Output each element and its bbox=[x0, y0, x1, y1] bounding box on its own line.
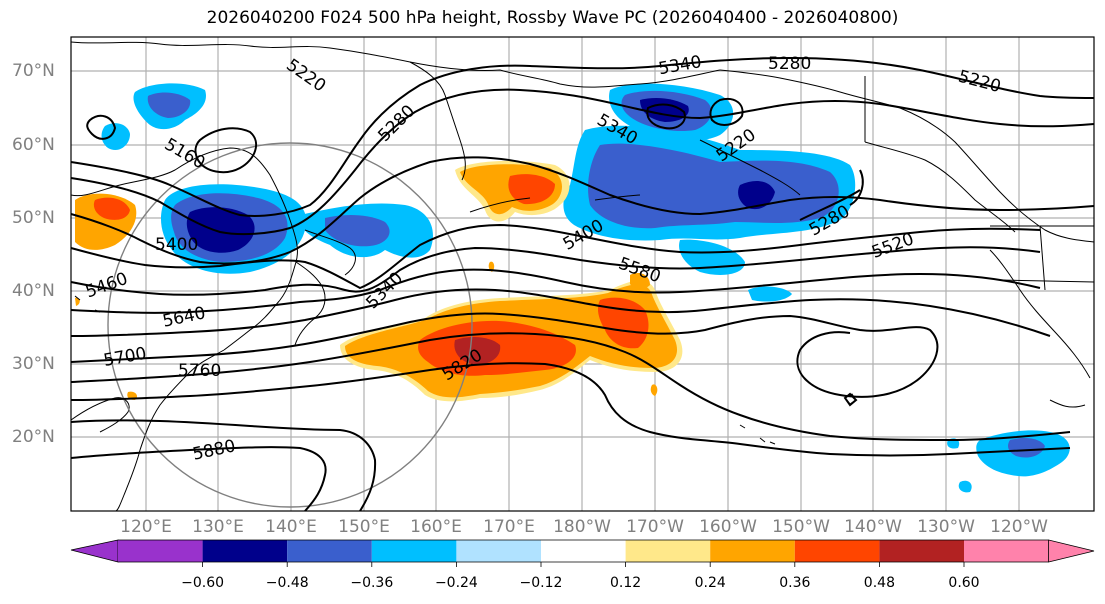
lon-label-160e: 160°E bbox=[410, 517, 462, 537]
colorbar-cell bbox=[118, 540, 203, 562]
colorbar-tick-label: 0.12 bbox=[610, 575, 642, 591]
colorbar-cell bbox=[371, 540, 457, 562]
lon-label-160w: 160°W bbox=[699, 517, 757, 537]
lon-label-140e: 140°E bbox=[265, 517, 317, 537]
colorbar bbox=[70, 539, 1095, 567]
colorbar-tick-label: 0.36 bbox=[779, 575, 811, 591]
map-frame bbox=[70, 36, 1095, 512]
lon-label-150e: 150°E bbox=[338, 517, 390, 537]
colorbar-tick-label: 0.60 bbox=[948, 575, 980, 591]
lat-label-60n: 60°N bbox=[12, 135, 55, 155]
colorbar-tick-label: 0.48 bbox=[863, 575, 895, 591]
colorbar-cell bbox=[287, 540, 372, 562]
lon-label-130w: 130°W bbox=[917, 517, 975, 537]
colorbar-tick-label: −0.36 bbox=[350, 575, 394, 591]
colorbar-cell bbox=[710, 540, 795, 562]
colorbar-tick-label: −0.24 bbox=[434, 575, 478, 591]
colorbar-tick-label: −0.48 bbox=[265, 575, 309, 591]
colorbar-extend-high bbox=[1048, 539, 1095, 563]
colorbar-cell bbox=[202, 540, 288, 562]
colorbar-cell bbox=[456, 540, 541, 562]
colorbar-tick-label: 0.24 bbox=[694, 575, 726, 591]
lat-label-70n: 70°N bbox=[12, 61, 55, 81]
lon-label-120e: 120°E bbox=[120, 517, 172, 537]
lon-label-120w: 120°W bbox=[990, 517, 1048, 537]
region-circle bbox=[107, 142, 473, 508]
lon-label-180w: 180°W bbox=[553, 517, 611, 537]
lat-label-40n: 40°N bbox=[12, 281, 55, 301]
lon-label-170e: 170°E bbox=[483, 517, 535, 537]
lon-label-150w: 150°W bbox=[772, 517, 830, 537]
map-title: 2026040200 F024 500 hPa height, Rossby W… bbox=[206, 8, 899, 28]
colorbar-tick-label: −0.60 bbox=[181, 575, 225, 591]
lon-label-130e: 130°E bbox=[192, 517, 244, 537]
lon-label-170w: 170°W bbox=[626, 517, 684, 537]
coastlines bbox=[70, 41, 1095, 512]
colorbar-tick-label: −0.12 bbox=[519, 575, 563, 591]
lon-label-140w: 140°W bbox=[844, 517, 902, 537]
positive-anomaly-shading bbox=[75, 160, 683, 402]
colorbar-cell bbox=[964, 540, 1049, 562]
lat-label-20n: 20°N bbox=[12, 427, 55, 447]
contour-label: 5400 bbox=[155, 235, 198, 255]
colorbar-cell bbox=[541, 540, 626, 562]
colorbar-cell bbox=[625, 540, 711, 562]
contour-label: 5760 bbox=[178, 361, 221, 381]
colorbar-extend-low bbox=[70, 539, 119, 563]
height-contours bbox=[70, 56, 1095, 512]
lat-label-30n: 30°N bbox=[12, 354, 55, 374]
lat-label-50n: 50°N bbox=[12, 208, 55, 228]
colorbar-cell bbox=[879, 540, 964, 562]
contour-label: 5280 bbox=[768, 54, 811, 74]
colorbar-cell bbox=[794, 540, 880, 562]
